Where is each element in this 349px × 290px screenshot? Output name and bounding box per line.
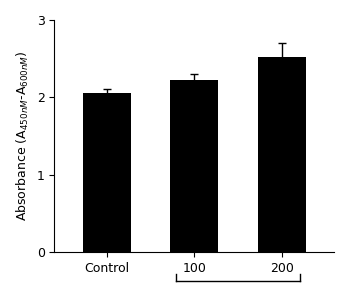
Bar [258,57,306,252]
Y-axis label: Absorbance (A$_{450nM}$-A$_{600nM}$): Absorbance (A$_{450nM}$-A$_{600nM}$) [15,51,31,222]
Bar [170,80,218,252]
Bar [83,93,131,252]
